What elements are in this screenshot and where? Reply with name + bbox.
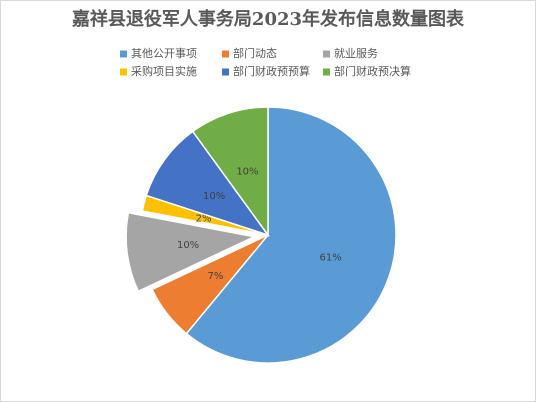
legend-swatch <box>120 50 127 58</box>
legend-label: 其他公开事项 <box>131 47 197 60</box>
legend-swatch <box>222 68 229 76</box>
pie-slice <box>145 130 270 237</box>
data-label: 7% <box>207 271 223 282</box>
legend-label: 采购项目实施 <box>131 64 197 78</box>
legend-label: 部门财政预预算 <box>233 64 310 78</box>
pie-slice <box>151 234 269 335</box>
pie-slice <box>185 106 397 364</box>
data-label: 10% <box>236 167 258 178</box>
legend-label: 就业服务 <box>334 46 378 60</box>
data-label: 10% <box>177 240 199 251</box>
legend-label: 部门财政预决算 <box>334 64 411 78</box>
data-label: 10% <box>203 191 225 202</box>
chart-title: 嘉祥县退役军人事务局2023年发布信息数量图表 <box>71 8 465 30</box>
legend-swatch <box>120 68 127 76</box>
legend-label: 部门动态 <box>233 46 277 60</box>
legend-swatch <box>222 50 229 58</box>
data-label: 2% <box>196 213 212 224</box>
data-label: 61% <box>320 253 342 264</box>
pie-slice <box>191 106 269 238</box>
legend-swatch <box>323 68 330 76</box>
pie-slice <box>125 211 257 293</box>
legend-swatch <box>323 50 330 58</box>
